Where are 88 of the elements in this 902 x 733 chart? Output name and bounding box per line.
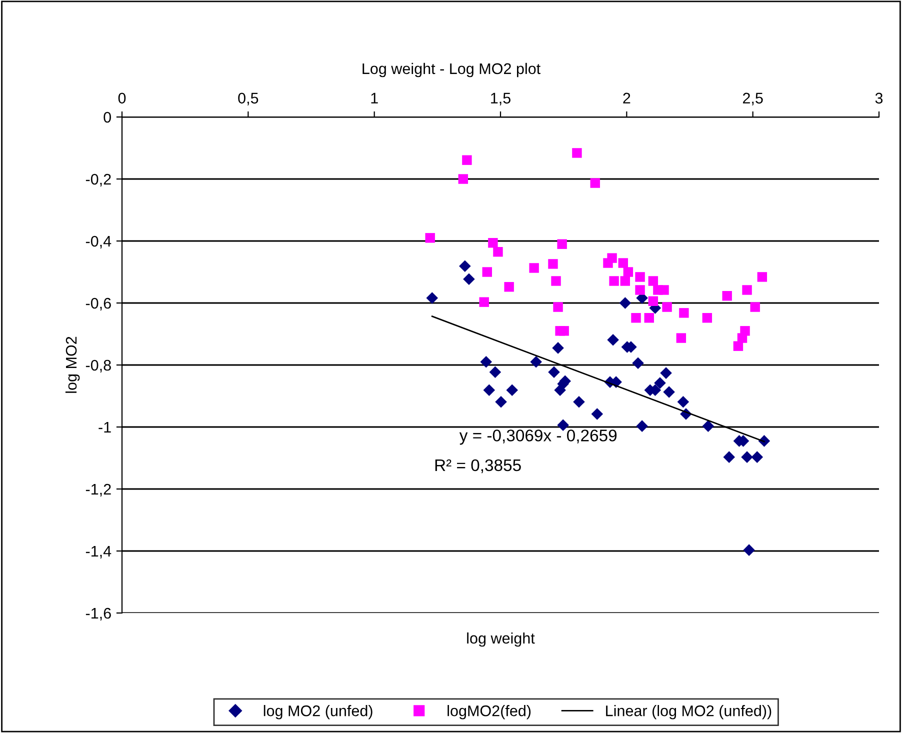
x-tick-label: 3 [875,92,883,104]
y-tick-label: -1,2 [86,484,111,496]
y-tick-label: -0,2 [86,174,111,186]
legend-label: log MO2 (unfed) [264,705,372,720]
point [552,342,564,354]
point [619,297,632,309]
point [488,238,498,248]
point [462,155,472,165]
x-tick-label: 1,5 [491,92,510,106]
point [644,313,654,323]
point [607,253,617,263]
y-tick-label: -0,6 [86,298,111,310]
point [479,297,489,307]
point [722,291,732,301]
point [663,386,675,398]
point [750,302,760,312]
point [425,233,435,243]
point [741,451,753,463]
point [489,366,502,378]
point [591,408,604,420]
point [648,296,658,306]
point [553,302,563,312]
point [493,246,503,257]
point [529,263,539,273]
point [618,258,628,268]
x-tick-label: 0 [118,92,126,104]
annotation: y = -0,3069x - 0,2659 [459,430,617,445]
point [483,384,496,396]
point [609,276,619,286]
point [702,313,712,323]
point [620,276,630,286]
point [548,259,558,269]
point [742,285,752,295]
point [676,333,686,343]
x-tick-label: 2 [623,92,630,104]
point [636,420,648,432]
point [677,396,690,408]
point [559,326,569,336]
y-tick-label: -0,8 [86,360,111,372]
y-tick-label: -1,4 [86,546,112,558]
point [506,384,518,396]
point [557,419,569,432]
point [482,267,492,277]
point [530,356,542,368]
point [743,544,755,556]
point [635,272,645,282]
point [659,285,669,295]
point [631,313,641,323]
point [458,174,468,184]
chart-title: Log weight - Log MO2 plot [362,62,540,78]
x-tick-label: 2,5 [742,92,763,106]
point [463,273,475,286]
y-tick-label: -0,4 [86,236,112,248]
y-axis-title: log MO2 [65,336,80,393]
point [648,276,658,286]
point [480,356,492,368]
point [679,308,689,318]
point [751,451,764,463]
x-tick-label: 1 [371,92,378,104]
point [635,285,645,295]
point [660,367,672,379]
point [607,334,619,346]
point [557,239,567,249]
x-axis-title: log weight [467,632,535,647]
point [572,148,582,158]
point [495,396,507,408]
y-tick-label: 0 [104,112,111,123]
point [654,377,666,389]
point [551,276,561,286]
y-tick-label: -1,6 [86,608,111,620]
y-tick-label: -1 [98,422,111,433]
point [459,260,471,272]
point [504,282,514,292]
point [702,420,714,432]
point [426,292,438,304]
point [757,272,768,282]
point [662,302,672,312]
point [590,178,600,188]
point [723,451,736,463]
point [632,357,644,370]
legend-label: logMO2(fed) [448,705,531,720]
point [548,366,560,378]
annotation: R² = 0,3855 [435,459,521,474]
point [740,326,750,336]
legend-label: Linear (log MO2 (unfed)) [606,705,772,720]
x-tick-label: 0,5 [238,92,258,106]
point [623,267,634,277]
point [573,396,585,408]
